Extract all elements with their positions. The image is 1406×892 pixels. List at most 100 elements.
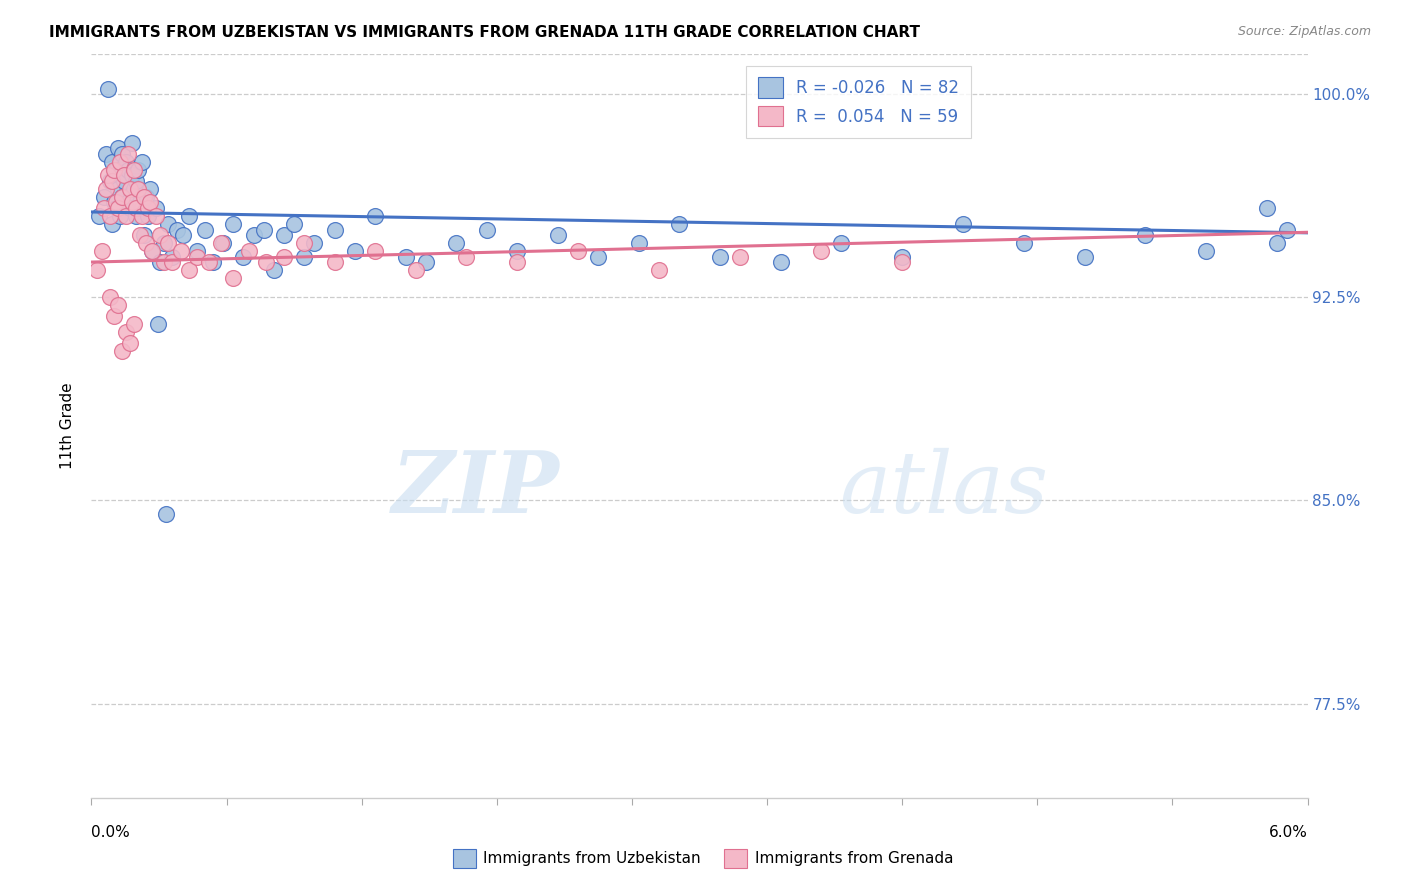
Point [86, 263, 108, 277]
Point [132, 227, 155, 242]
Point [364, 209, 387, 223]
Point [127, 182, 149, 196]
Point [98, 209, 121, 223]
Point [117, 195, 139, 210]
Point [172, 227, 194, 242]
Point [125, 201, 148, 215]
Point [135, 236, 157, 251]
Point [122, 163, 145, 178]
Point [830, 236, 852, 251]
Point [405, 263, 427, 277]
Point [952, 217, 974, 231]
Point [292, 236, 315, 251]
Point [1277, 222, 1299, 236]
Point [97, 81, 120, 95]
Point [567, 244, 589, 259]
Point [254, 255, 277, 269]
Point [891, 250, 914, 264]
Point [98, 174, 121, 188]
Point [107, 182, 129, 196]
Point [139, 195, 162, 210]
Point [198, 255, 221, 269]
Point [222, 217, 245, 231]
Point [131, 209, 153, 223]
Point [1265, 236, 1288, 251]
Text: IMMIGRANTS FROM UZBEKISTAN VS IMMIGRANTS FROM GRENADA 11TH GRADE CORRELATION CHA: IMMIGRANTS FROM UZBEKISTAN VS IMMIGRANTS… [49, 25, 920, 40]
Point [89, 209, 111, 223]
Point [141, 244, 163, 259]
Point [145, 209, 167, 223]
Point [118, 336, 141, 351]
Point [135, 190, 157, 204]
Point [186, 250, 208, 264]
Point [238, 244, 260, 259]
Point [108, 209, 131, 223]
Point [94, 146, 117, 161]
Point [157, 217, 180, 231]
Point [112, 169, 135, 183]
Point [100, 154, 122, 169]
Point [103, 310, 125, 324]
Point [107, 201, 129, 215]
Point [148, 318, 170, 332]
Point [456, 250, 478, 264]
Point [153, 255, 176, 269]
Point [810, 244, 832, 259]
Point [394, 250, 416, 264]
Point [97, 169, 120, 183]
Point [112, 174, 135, 188]
Point [166, 222, 188, 236]
Y-axis label: 11th Grade: 11th Grade [60, 383, 76, 469]
Point [323, 255, 346, 269]
Point [121, 195, 143, 210]
Point [1012, 236, 1035, 251]
Point [141, 244, 163, 259]
Point [117, 146, 139, 161]
Point [627, 236, 650, 251]
Point [107, 298, 129, 312]
Point [131, 154, 153, 169]
Point [129, 195, 152, 210]
Text: Source: ZipAtlas.com: Source: ZipAtlas.com [1237, 25, 1371, 38]
Point [1195, 244, 1218, 259]
Text: 6.0%: 6.0% [1268, 825, 1308, 839]
Point [201, 255, 224, 269]
Point [136, 209, 159, 223]
Point [364, 244, 387, 259]
Point [1073, 250, 1095, 264]
Point [253, 222, 276, 236]
Point [506, 244, 529, 259]
Point [136, 201, 159, 215]
Point [162, 255, 184, 269]
Point [186, 244, 208, 259]
Point [273, 250, 295, 264]
Point [304, 236, 326, 251]
Point [444, 236, 467, 251]
Point [107, 141, 129, 155]
Point [132, 190, 155, 204]
Point [111, 146, 134, 161]
Point [122, 318, 145, 332]
Point [668, 217, 690, 231]
Point [122, 182, 145, 196]
Point [115, 154, 138, 169]
Point [104, 195, 127, 210]
Point [194, 222, 217, 236]
Point [121, 169, 143, 183]
Point [506, 255, 529, 269]
Point [125, 209, 148, 223]
Point [121, 136, 143, 150]
Text: atlas: atlas [839, 448, 1049, 531]
Point [263, 263, 285, 277]
Point [93, 190, 115, 204]
Point [709, 250, 731, 264]
Point [98, 290, 121, 304]
Point [108, 169, 131, 183]
Point [93, 201, 115, 215]
Point [475, 222, 498, 236]
Point [222, 271, 245, 285]
Point [169, 244, 191, 259]
Point [117, 163, 139, 178]
Point [125, 174, 148, 188]
Point [155, 507, 177, 521]
